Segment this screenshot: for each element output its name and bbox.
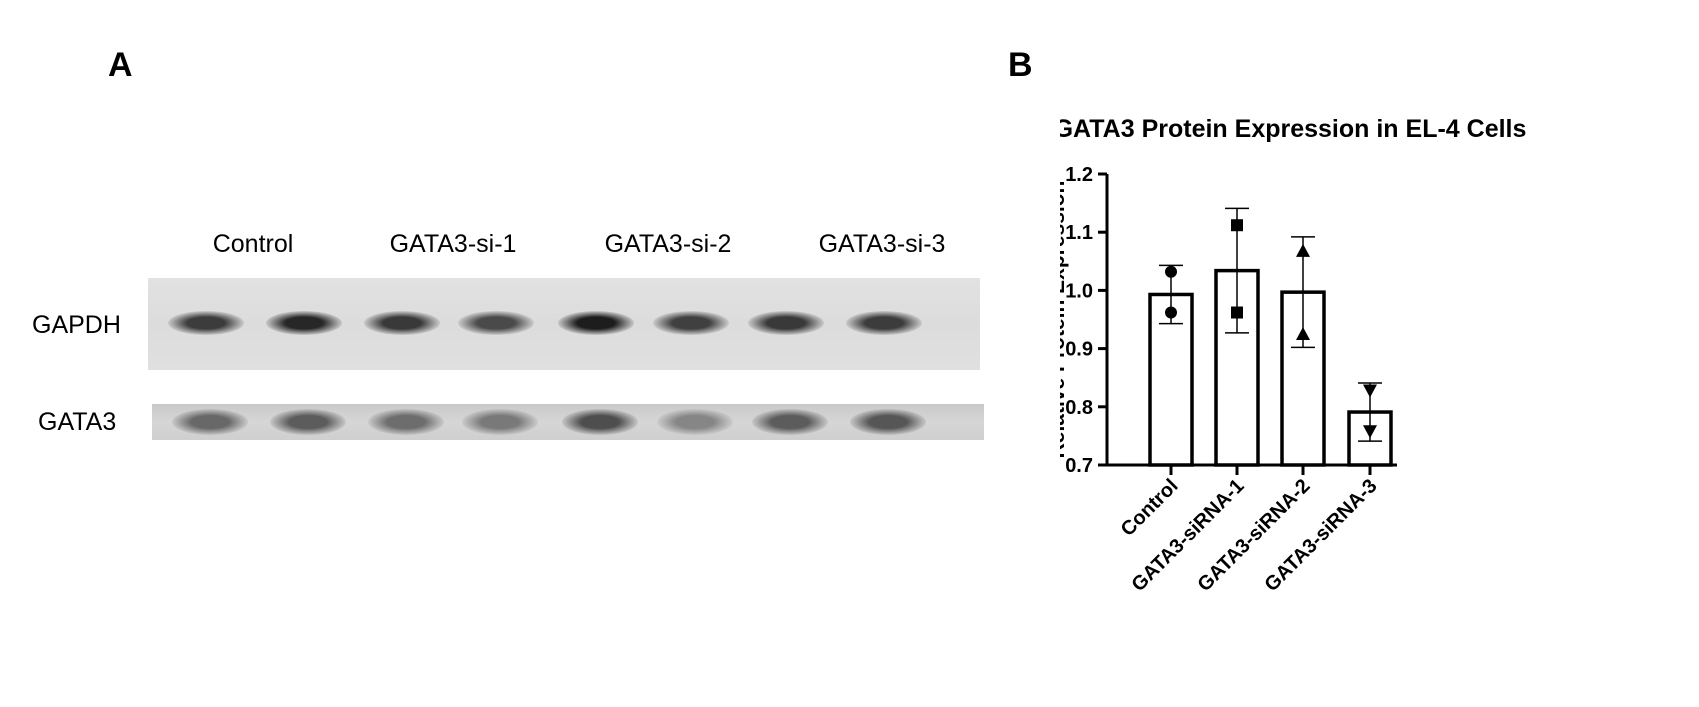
row-label-gapdh: GAPDH [32, 311, 121, 339]
gata3-band-6 [657, 409, 733, 435]
x-tick-label-2: GATA3-siRNA-1 [1127, 475, 1248, 596]
x-tick-label-3: GATA3-siRNA-2 [1193, 475, 1314, 596]
chart-title: GATA3 Protein Expression in EL-4 Cells [1060, 115, 1526, 143]
data-point-1-1 [1165, 265, 1177, 278]
gapdh-band-1 [168, 311, 244, 335]
gapdh-band-5 [558, 311, 634, 335]
gata3-band-2 [270, 409, 346, 435]
bar-chart: GATA3 Protein Expression in EL-4 Cells Re… [1060, 115, 1526, 596]
gata3-band-5 [562, 409, 638, 435]
lane-label-si-3: GATA3-si-3 [818, 230, 946, 258]
gata3-band-8 [850, 409, 926, 435]
lane-label-control: Control [212, 230, 294, 258]
panel-b-letter: B [1008, 46, 1033, 84]
gata3-band-4 [462, 409, 538, 435]
panel-a-letter: A [108, 46, 133, 84]
gapdh-band-4 [458, 311, 534, 335]
y-tick-label-3: 1.0 [1065, 280, 1093, 302]
gapdh-band-2 [266, 311, 342, 335]
row-label-gata3: GATA3 [38, 408, 117, 436]
x-tick-label-4: GATA3-siRNA-3 [1260, 475, 1381, 596]
gapdh-band-3 [364, 311, 440, 335]
y-tick-label-1: 0.8 [1065, 397, 1093, 419]
y-axis-label: Relative Protein Expression [1060, 181, 1069, 459]
gapdh-band-8 [846, 311, 922, 335]
lane-label-si-1: GATA3-si-1 [389, 230, 517, 258]
gata3-band-3 [368, 409, 444, 435]
data-point-4-1 [1363, 384, 1377, 398]
data-point-1-2 [1165, 306, 1177, 319]
data-point-3-1 [1296, 243, 1310, 257]
gata3-blot [152, 404, 984, 440]
y-tick-label-2: 0.9 [1065, 339, 1093, 361]
data-point-2-2 [1231, 306, 1243, 319]
y-tick-label-5: 1.2 [1065, 164, 1093, 186]
gapdh-blot [148, 278, 980, 370]
data-point-2-1 [1231, 219, 1243, 232]
y-tick-label-0: 0.7 [1065, 455, 1093, 477]
y-tick-label-4: 1.1 [1065, 222, 1093, 244]
gata3-band-1 [172, 409, 248, 435]
x-tick-label-1: Control [1117, 475, 1183, 541]
lane-label-si-2: GATA3-si-2 [604, 230, 732, 258]
data-point-4-2 [1363, 425, 1377, 439]
data-point-3-2 [1296, 327, 1310, 341]
gapdh-band-6 [653, 311, 729, 335]
gapdh-band-7 [748, 311, 824, 335]
gata3-band-7 [752, 409, 828, 435]
